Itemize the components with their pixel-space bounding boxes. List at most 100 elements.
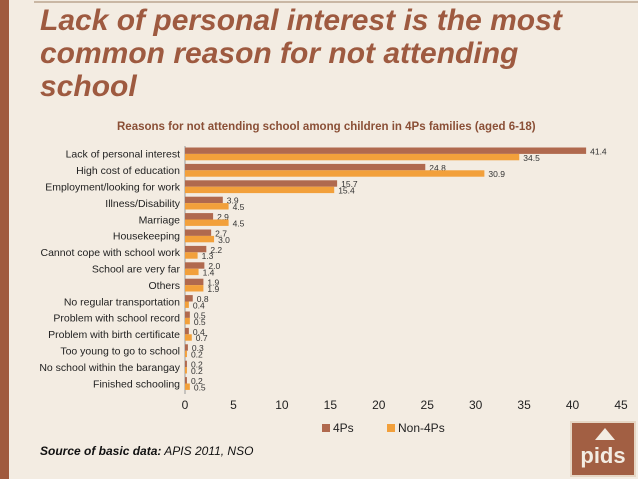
category-label: Housekeeping: [113, 231, 180, 243]
category-label: Illness/Disability: [105, 198, 180, 210]
data-label: 0.7: [196, 333, 208, 343]
x-tick-label: 5: [230, 398, 237, 412]
source-note: Source of basic data: APIS 2011, NSO: [40, 444, 253, 458]
logo-arrow-icon: [595, 428, 615, 440]
data-label: 24.8: [429, 163, 446, 173]
category-label: High cost of education: [76, 165, 180, 177]
data-label: 30.9: [488, 169, 505, 179]
source-text: APIS 2011, NSO: [161, 444, 254, 458]
x-tick-label: 30: [469, 398, 483, 412]
data-label: 2.9: [217, 212, 229, 222]
bar-4ps: [185, 344, 188, 351]
data-label: 2.7: [215, 228, 227, 238]
bar-non-4ps: [185, 235, 215, 243]
data-label: 2.0: [208, 261, 220, 271]
data-label: 1.3: [202, 251, 214, 261]
data-label: 15.7: [341, 179, 358, 189]
category-label: No regular transportation: [64, 296, 180, 308]
bar-4ps: [185, 147, 587, 154]
x-tick-label: 0: [182, 398, 189, 412]
category-label: Problem with school record: [53, 313, 180, 325]
bar-non-4ps: [185, 301, 189, 308]
legend-label: 4Ps: [333, 421, 354, 435]
data-label: 0.3: [192, 343, 204, 353]
source-label: Source of basic data:: [40, 444, 162, 458]
bar-4ps: [185, 229, 212, 236]
bar-non-4ps: [185, 252, 198, 259]
bar-non-4ps: [185, 317, 190, 325]
legend-swatch: [387, 424, 395, 432]
bar-non-4ps: [185, 153, 520, 161]
bar-non-4ps: [185, 285, 204, 292]
chart-title: Reasons for not attending school among c…: [117, 121, 536, 133]
data-label: 34.5: [523, 153, 540, 163]
pids-logo: pids: [570, 421, 636, 477]
data-label: 0.2: [191, 366, 203, 376]
category-label: No school within the barangay: [39, 362, 180, 374]
bar-4ps: [185, 360, 187, 368]
left-accent-bar: [0, 0, 9, 479]
data-label: 4.5: [233, 218, 245, 228]
bar-non-4ps: [185, 383, 190, 390]
category-label: Cannot cope with school work: [41, 247, 181, 259]
bar-non-4ps: [185, 186, 335, 194]
bar-4ps: [185, 311, 190, 318]
slide-title: Lack of personal interest is the most co…: [40, 4, 562, 103]
x-tick-label: 25: [421, 398, 435, 412]
top-rule: [34, 1, 638, 3]
bar-4ps: [185, 262, 205, 269]
data-label: 2.2: [210, 245, 222, 255]
data-label: 15.4: [338, 186, 355, 196]
category-label: School are very far: [92, 264, 181, 276]
bar-4ps: [185, 377, 187, 384]
data-label: 0.5: [194, 382, 206, 392]
bar-non-4ps: [185, 203, 229, 210]
bar-4ps: [185, 180, 338, 187]
bar-non-4ps: [185, 268, 199, 276]
category-label: Problem with birth certificate: [48, 329, 180, 341]
x-tick-label: 45: [614, 398, 628, 412]
x-tick-label: 40: [566, 398, 580, 412]
data-label: 0.8: [197, 294, 209, 304]
data-label: 3.9: [227, 196, 239, 206]
data-label: 1.9: [207, 278, 219, 288]
category-label: Others: [148, 280, 180, 292]
x-tick-label: 15: [324, 398, 338, 412]
data-label: 0.2: [191, 350, 203, 360]
category-label: Finished schooling: [93, 378, 180, 390]
bar-4ps: [185, 327, 189, 335]
bar-4ps: [185, 163, 426, 171]
category-label: Marriage: [139, 214, 181, 226]
bar-4ps: [185, 213, 214, 220]
legend-swatch: [322, 424, 330, 432]
data-label: 1.4: [203, 268, 215, 278]
x-tick-label: 35: [517, 398, 531, 412]
data-label: 1.9: [207, 284, 219, 294]
bar-4ps: [185, 295, 193, 302]
data-label: 3.0: [218, 235, 230, 245]
bar-non-4ps: [185, 334, 192, 341]
bar-non-4ps: [185, 367, 187, 374]
data-label: 0.4: [193, 327, 205, 337]
bar-non-4ps: [185, 219, 229, 226]
logo-text: pids: [580, 443, 626, 468]
category-label: Too young to go to school: [60, 346, 180, 358]
bar-non-4ps: [185, 350, 187, 358]
bar-4ps: [185, 278, 204, 286]
x-tick-label: 10: [275, 398, 289, 412]
data-label: 0.2: [191, 376, 203, 386]
bar-non-4ps: [185, 170, 485, 177]
data-label: 41.4: [590, 146, 607, 156]
bar-4ps: [185, 196, 223, 204]
data-label: 4.5: [233, 202, 245, 212]
category-label: Lack of personal interest: [66, 149, 180, 161]
data-label: 0.5: [194, 310, 206, 320]
x-tick-label: 20: [372, 398, 386, 412]
category-label: Employment/looking for work: [45, 182, 181, 194]
data-label: 0.5: [194, 317, 206, 327]
bar-4ps: [185, 245, 207, 253]
legend-label: Non-4Ps: [398, 421, 445, 435]
data-label: 0.2: [191, 360, 203, 370]
data-label: 0.4: [193, 300, 205, 310]
